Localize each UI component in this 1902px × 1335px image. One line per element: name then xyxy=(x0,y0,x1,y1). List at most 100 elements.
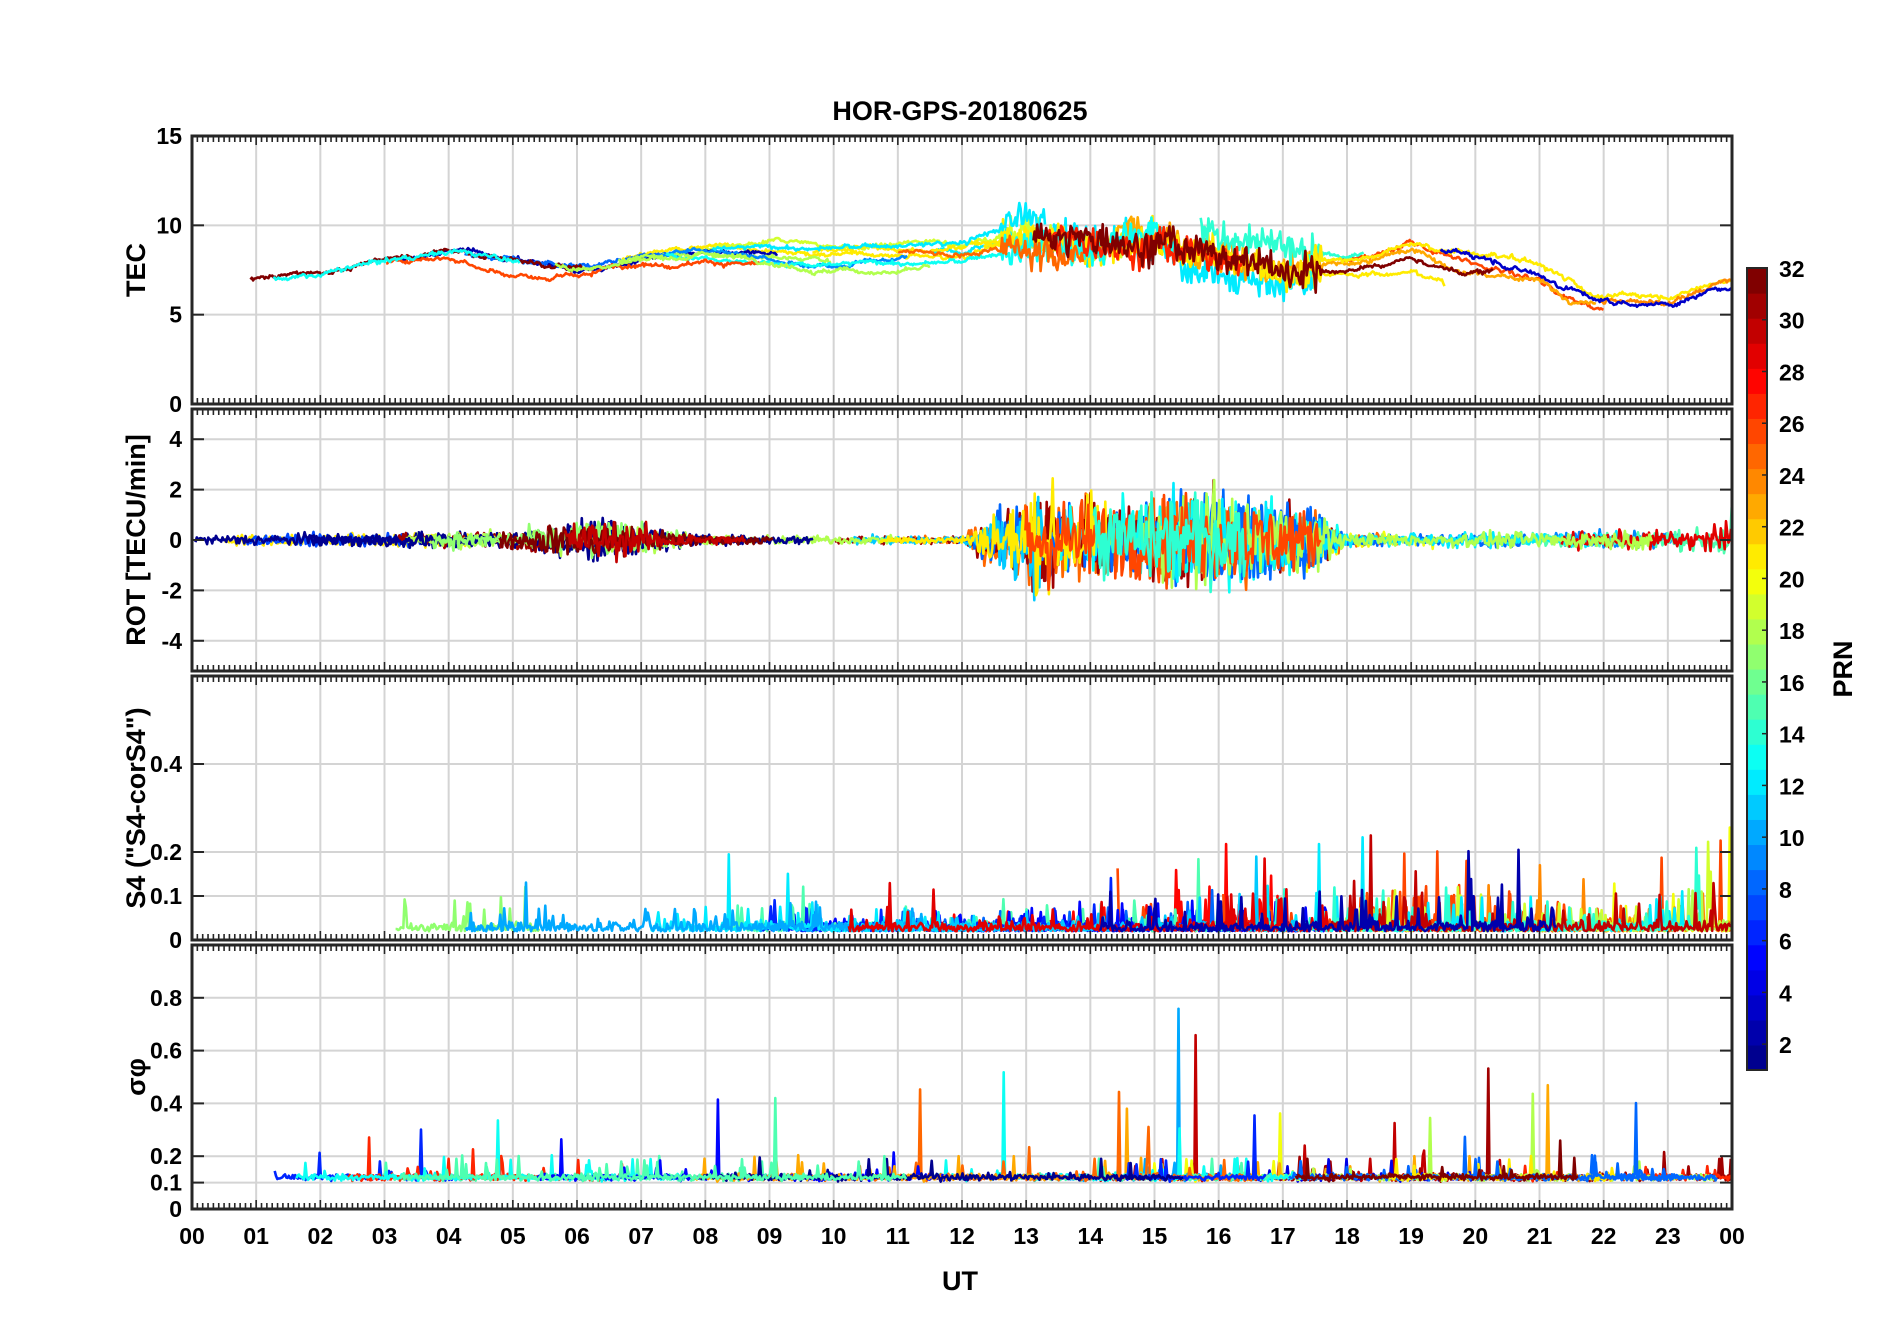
colorbar-segment xyxy=(1747,318,1767,344)
series-line-prn-3 xyxy=(1439,247,1732,309)
series-line-prn-14 xyxy=(1199,217,1365,277)
colorbar-segment xyxy=(1747,819,1767,846)
y-tick-label: 10 xyxy=(156,212,182,238)
colorbar-tick-label: 30 xyxy=(1779,308,1805,334)
y-tick-label: 0.8 xyxy=(150,985,182,1011)
x-tick-label: 04 xyxy=(436,1223,462,1249)
colorbar-segment xyxy=(1747,744,1767,770)
colorbar-tick-label: 2 xyxy=(1779,1032,1792,1058)
colorbar-segment xyxy=(1747,593,1767,620)
chart-title: HOR-GPS-20180625 xyxy=(832,96,1087,126)
series-line-prn-32 xyxy=(1294,1139,1579,1183)
colorbar-segment xyxy=(1747,894,1767,921)
colorbar-segment xyxy=(1747,268,1767,294)
x-tick-label: 06 xyxy=(564,1223,590,1249)
panel-sigma-phi: 00.10.2 0.4 0.6 0.8 σφ 00 01 02 03 04 05 06 07 08 09 10… xyxy=(121,943,1745,1249)
series-line-prn-32 xyxy=(1032,222,1494,295)
colorbar-segment xyxy=(1747,844,1767,871)
colorbar-tick-label: 32 xyxy=(1779,256,1805,282)
x-ticks xyxy=(191,945,1733,1209)
series-line-prn-26 xyxy=(385,255,761,283)
series-line-prn-14 xyxy=(1092,490,1247,594)
colorbar-segment xyxy=(1747,568,1767,595)
x-tick-label: 00 xyxy=(179,1223,205,1249)
x-tick-label: 17 xyxy=(1270,1223,1296,1249)
series-line-prn-13 xyxy=(272,248,521,282)
y-tick-label: 0 xyxy=(169,1196,182,1222)
colorbar-tick-label: 6 xyxy=(1779,929,1792,955)
colorbar-segment xyxy=(1747,694,1767,720)
colorbar-tick-label: 10 xyxy=(1779,825,1805,851)
x-tick-label: 02 xyxy=(308,1223,334,1249)
colorbar-segment xyxy=(1747,543,1767,570)
panel-tec: 0 5 10 15 TEC xyxy=(121,123,1734,417)
x-axis-label: UT xyxy=(942,1266,978,1296)
colorbar-segment xyxy=(1747,944,1767,971)
colorbar-segment xyxy=(1747,869,1767,896)
colorbar-segment xyxy=(1747,368,1767,394)
x-tick-label: 09 xyxy=(757,1223,783,1249)
y-axis-label: σφ xyxy=(121,1058,151,1096)
x-tick-label: 23 xyxy=(1655,1223,1681,1249)
y-tick-label: 0.1 xyxy=(150,883,182,909)
y-axis-label: TEC xyxy=(121,243,151,297)
colorbar-tick-label: 28 xyxy=(1779,359,1805,385)
colorbar-segment xyxy=(1747,293,1767,319)
colorbar-segment xyxy=(1747,969,1767,996)
series-group-rot xyxy=(194,476,1732,602)
colorbar-tick-label: 4 xyxy=(1779,980,1792,1006)
colorbar-segment xyxy=(1747,643,1767,670)
series-line-prn-25 xyxy=(897,234,1085,273)
colorbar-segment xyxy=(1747,719,1767,745)
series-line-prn-30 xyxy=(563,520,746,564)
series-group-tec xyxy=(249,201,1732,311)
x-tick-label: 05 xyxy=(500,1223,526,1249)
series-line-prn-29 xyxy=(1560,519,1732,553)
colorbar-label: PRN xyxy=(1828,640,1858,697)
y-tick-label: 4 xyxy=(169,426,182,452)
y-tick-label: 0.4 xyxy=(150,1090,182,1116)
colorbar-segment xyxy=(1747,618,1767,645)
series-group-s4 xyxy=(395,826,1732,933)
x-tick-label: 11 xyxy=(886,1223,911,1249)
colorbar-segment xyxy=(1747,343,1767,369)
y-tick-label: 0.2 xyxy=(150,1143,182,1169)
series-line-prn-18 xyxy=(1142,478,1654,591)
y-tick-label: 0.4 xyxy=(150,751,182,777)
colorbar-segment xyxy=(1747,1019,1767,1046)
x-ticks xyxy=(191,409,1733,671)
colorbar-segment xyxy=(1747,1044,1767,1071)
series-line-prn-2 xyxy=(1098,848,1557,933)
colorbar-segment xyxy=(1747,994,1767,1021)
colorbar-segment xyxy=(1747,418,1767,445)
y-tick-label: 2 xyxy=(169,477,182,503)
colorbar-tick-label: 18 xyxy=(1779,618,1805,644)
colorbar-segment xyxy=(1747,769,1767,795)
x-tick-label: 10 xyxy=(821,1223,847,1249)
y-tick-label: 0 xyxy=(169,927,182,953)
series-line-prn-18 xyxy=(554,250,931,277)
colorbar-tick-label: 22 xyxy=(1779,515,1805,541)
colorbar-segment xyxy=(1747,794,1767,820)
series-line-prn-10 xyxy=(464,881,925,933)
y-tick-label: -2 xyxy=(162,577,182,603)
y-tick-label: 0 xyxy=(169,391,182,417)
x-ticks xyxy=(191,676,1733,940)
series-line-prn-17 xyxy=(395,885,541,933)
colorbar-tick-label: 8 xyxy=(1779,877,1792,903)
colorbar-tick-label: 20 xyxy=(1779,566,1805,592)
colorbar-segment xyxy=(1747,919,1767,946)
x-tick-label: 07 xyxy=(628,1223,654,1249)
x-tick-label: 18 xyxy=(1334,1223,1360,1249)
colorbar-segment xyxy=(1747,393,1767,419)
series-line-prn-12 xyxy=(711,201,1047,252)
colorbar-segment xyxy=(1747,468,1767,495)
series-line-prn-21 xyxy=(1304,241,1732,301)
x-tick-label: 01 xyxy=(243,1223,269,1249)
panel-s4: 0 0.1 0.2 0.4S4 ("S4-corS4") xyxy=(121,674,1734,953)
colorbar-segment xyxy=(1747,443,1767,470)
y-tick-label: 15 xyxy=(156,123,182,149)
